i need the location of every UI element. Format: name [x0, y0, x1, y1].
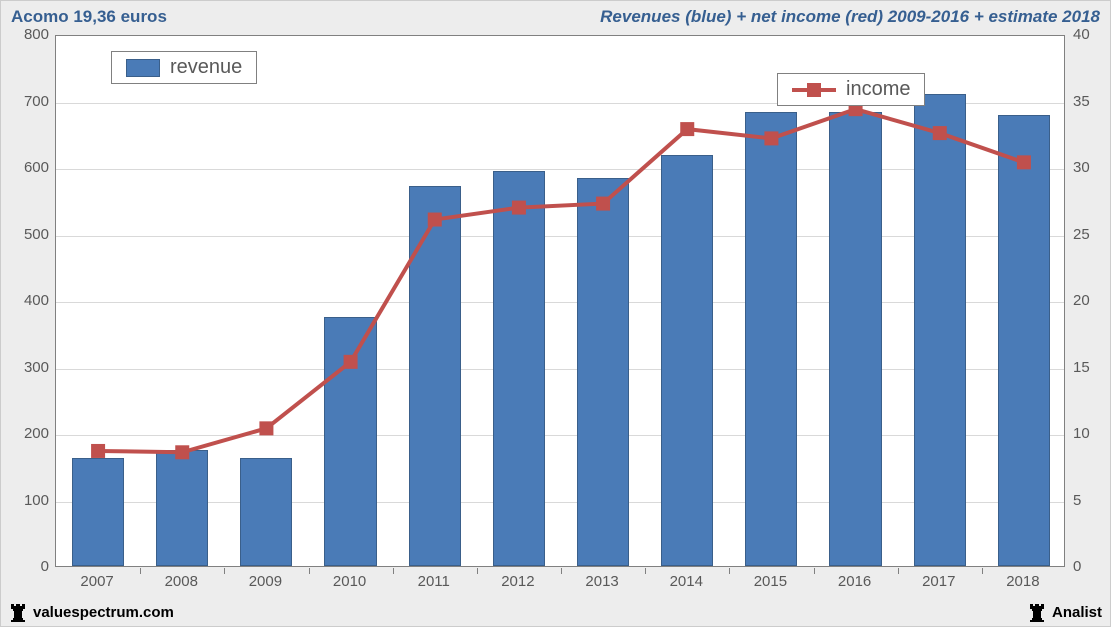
y-right-tick: 25 — [1073, 226, 1090, 243]
y-left-tick: 0 — [11, 558, 49, 575]
revenue-bar — [577, 178, 629, 566]
x-sep — [814, 568, 815, 574]
y-right-tick: 5 — [1073, 492, 1081, 509]
chart-container: Acomo 19,36 euros Revenues (blue) + net … — [0, 0, 1111, 627]
y-left-tick: 400 — [11, 292, 49, 309]
x-sep — [477, 568, 478, 574]
x-sep — [982, 568, 983, 574]
income-marker — [680, 122, 694, 136]
y-left-tick: 300 — [11, 359, 49, 376]
revenue-bar — [324, 317, 376, 566]
x-tick: 2009 — [249, 573, 282, 590]
legend-income: income — [777, 73, 925, 106]
y-right-tick: 30 — [1073, 159, 1090, 176]
x-sep — [393, 568, 394, 574]
legend-income-label: income — [846, 78, 910, 101]
footer-right-text: Analist — [1052, 604, 1102, 621]
x-tick: 2013 — [585, 573, 618, 590]
revenue-bar — [914, 94, 966, 566]
rook-icon — [9, 602, 27, 622]
x-sep — [561, 568, 562, 574]
y-right-tick: 35 — [1073, 93, 1090, 110]
legend-line-swatch — [792, 80, 836, 100]
plot-area — [55, 35, 1065, 567]
footer-right: Analist — [1028, 602, 1102, 622]
x-tick: 2017 — [922, 573, 955, 590]
revenue-bar — [998, 115, 1050, 566]
legend-revenue-label: revenue — [170, 56, 242, 79]
y-left-tick: 700 — [11, 93, 49, 110]
x-sep — [224, 568, 225, 574]
x-tick: 2012 — [501, 573, 534, 590]
x-tick: 2007 — [80, 573, 113, 590]
revenue-bar — [156, 450, 208, 566]
x-sep — [898, 568, 899, 574]
y-left-tick: 500 — [11, 226, 49, 243]
y-right-tick: 40 — [1073, 26, 1090, 43]
x-sep — [309, 568, 310, 574]
x-sep — [729, 568, 730, 574]
legend-bar-swatch — [126, 59, 160, 77]
chart-title-right: Revenues (blue) + net income (red) 2009-… — [600, 7, 1100, 27]
x-tick: 2011 — [418, 573, 450, 590]
y-left-tick: 600 — [11, 159, 49, 176]
x-tick: 2010 — [333, 573, 366, 590]
revenue-bar — [240, 458, 292, 566]
rook-icon — [1028, 602, 1046, 622]
revenue-bar — [409, 186, 461, 566]
x-tick: 2015 — [754, 573, 787, 590]
y-left-tick: 200 — [11, 425, 49, 442]
footer-row: valuespectrum.com Analist — [1, 600, 1110, 624]
revenue-bar — [661, 155, 713, 566]
footer-left: valuespectrum.com — [9, 602, 174, 622]
revenue-bar — [829, 112, 881, 566]
income-marker — [259, 421, 273, 435]
x-tick: 2016 — [838, 573, 871, 590]
y-left-tick: 800 — [11, 26, 49, 43]
x-tick: 2014 — [670, 573, 703, 590]
x-sep — [140, 568, 141, 574]
y-right-tick: 10 — [1073, 425, 1090, 442]
revenue-bar — [745, 112, 797, 566]
x-sep — [645, 568, 646, 574]
income-marker — [91, 444, 105, 458]
x-tick: 2008 — [165, 573, 198, 590]
y-right-tick: 0 — [1073, 558, 1081, 575]
footer-left-text: valuespectrum.com — [33, 604, 174, 621]
y-left-tick: 100 — [11, 492, 49, 509]
revenue-bar — [493, 171, 545, 566]
y-right-tick: 20 — [1073, 292, 1090, 309]
y-right-tick: 15 — [1073, 359, 1090, 376]
revenue-bar — [72, 458, 124, 566]
x-tick: 2018 — [1006, 573, 1039, 590]
legend-revenue: revenue — [111, 51, 257, 84]
chart-title-left: Acomo 19,36 euros — [11, 7, 167, 27]
title-row: Acomo 19,36 euros Revenues (blue) + net … — [1, 5, 1110, 29]
